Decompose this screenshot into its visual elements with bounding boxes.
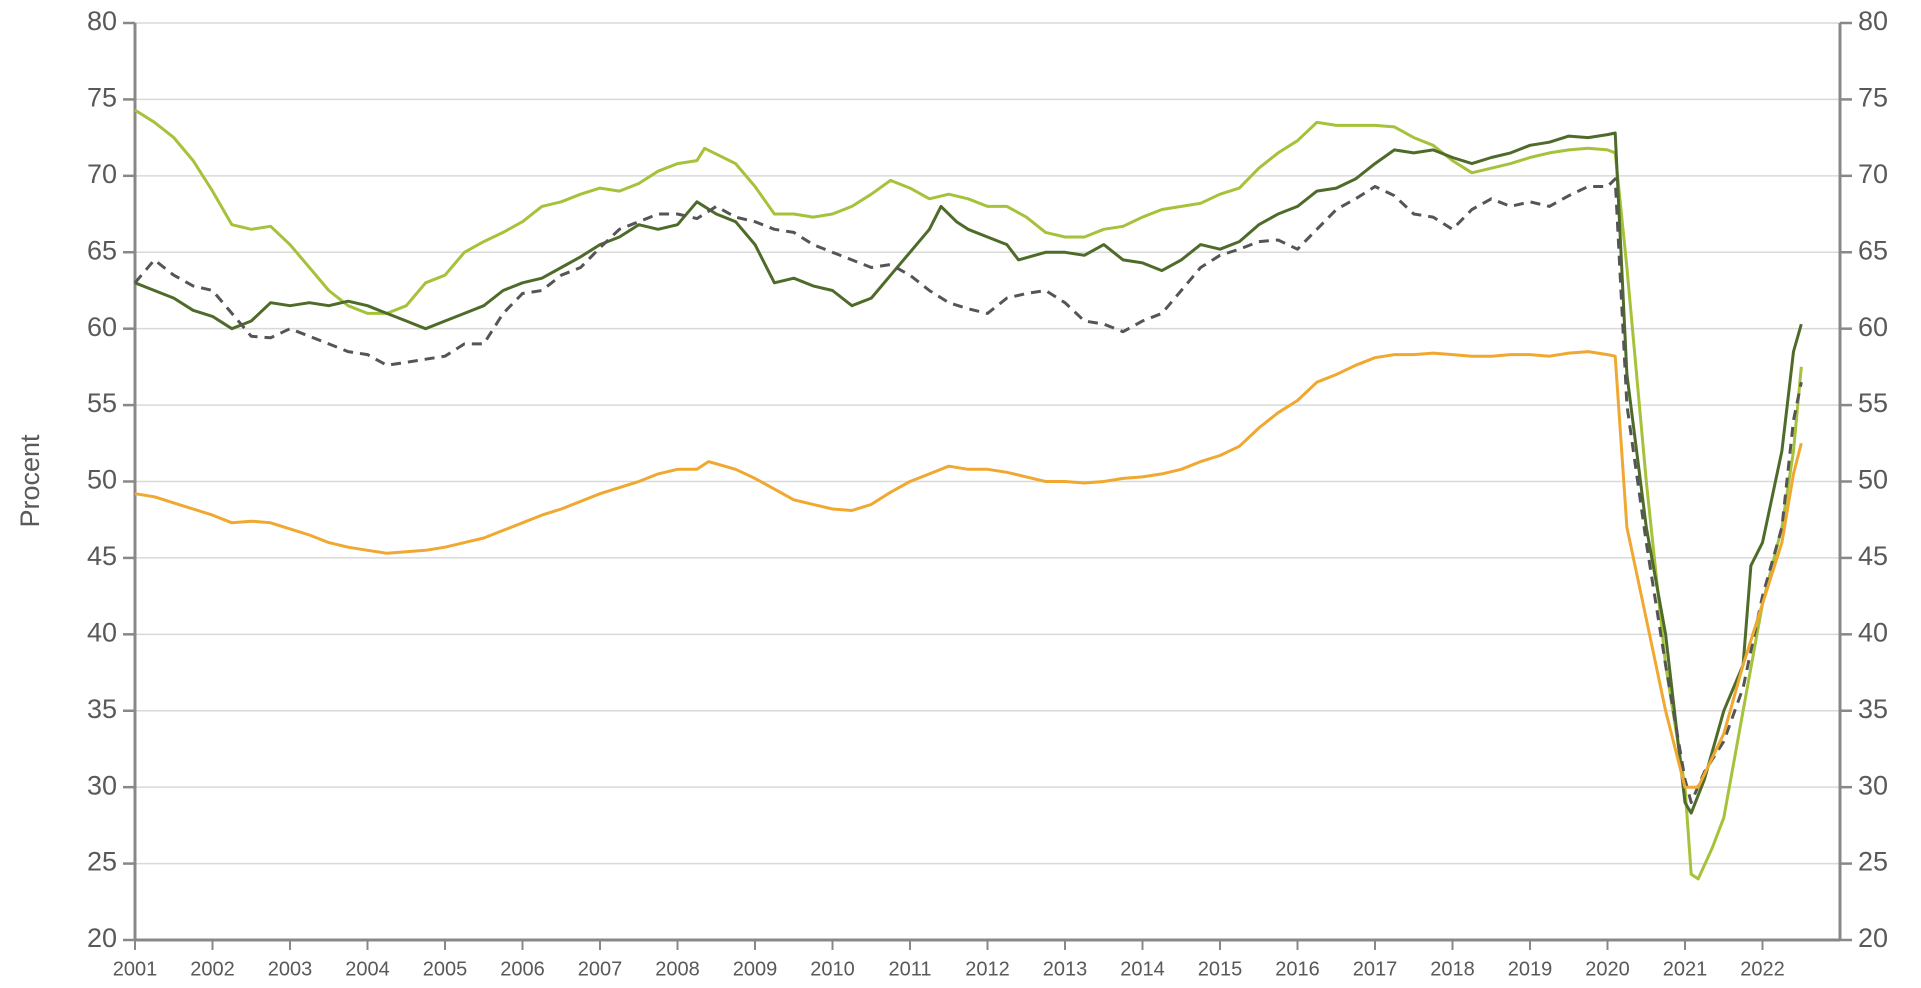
x-tick-label: 2019 (1508, 958, 1553, 980)
x-tick-label: 2009 (733, 958, 778, 980)
series-line (133, 177, 1803, 804)
x-tick-label: 2022 (1740, 958, 1785, 980)
x-tick-label: 2002 (190, 958, 235, 980)
y2-tick-label: 60 (1858, 312, 1888, 342)
y-tick-label: 60 (87, 312, 117, 342)
y2-tick-label: 80 (1858, 6, 1888, 36)
x-tick-label: 2004 (345, 958, 390, 980)
x-tick-label: 2020 (1585, 958, 1630, 980)
x-tick-label: 2010 (810, 958, 855, 980)
x-tick-label: 2003 (268, 958, 313, 980)
y-tick-label: 45 (87, 541, 117, 571)
y2-tick-label: 75 (1858, 83, 1888, 113)
y2-tick-label: 70 (1858, 159, 1888, 189)
y-tick-label: 35 (87, 694, 117, 724)
x-tick-label: 2018 (1430, 958, 1475, 980)
y2-tick-label: 50 (1858, 465, 1888, 495)
x-tick-label: 2008 (655, 958, 700, 980)
y2-tick-label: 35 (1858, 694, 1888, 724)
x-tick-label: 2016 (1275, 958, 1320, 980)
x-tick-label: 2015 (1198, 958, 1243, 980)
x-tick-label: 2021 (1663, 958, 1708, 980)
y-tick-label: 20 (87, 923, 117, 953)
x-tick-label: 2012 (965, 958, 1010, 980)
y-tick-label: 80 (87, 6, 117, 36)
series-line (134, 350, 1803, 789)
y2-tick-label: 45 (1858, 541, 1888, 571)
y-tick-label: 50 (87, 465, 117, 495)
y-tick-label: 30 (87, 770, 117, 800)
y2-tick-label: 20 (1858, 923, 1888, 953)
x-tick-label: 2011 (888, 958, 931, 980)
x-tick-label: 2005 (423, 958, 468, 980)
y-tick-label: 25 (87, 847, 117, 877)
y2-tick-label: 65 (1858, 235, 1888, 265)
x-tick-label: 2013 (1043, 958, 1088, 980)
y-axis-label: Procent (15, 434, 45, 528)
y2-tick-label: 25 (1858, 847, 1888, 877)
x-tick-label: 2001 (113, 958, 158, 980)
y2-tick-label: 30 (1858, 770, 1888, 800)
x-tick-label: 2014 (1120, 958, 1165, 980)
x-tick-label: 2006 (500, 958, 545, 980)
y-tick-label: 40 (87, 617, 117, 647)
y2-tick-label: 55 (1858, 388, 1888, 418)
series-line (134, 131, 1803, 815)
y-tick-label: 75 (87, 83, 117, 113)
x-tick-label: 2007 (578, 958, 623, 980)
y2-tick-label: 40 (1858, 617, 1888, 647)
y-tick-label: 70 (87, 159, 117, 189)
x-tick-label: 2017 (1353, 958, 1398, 980)
series-line (134, 108, 1803, 881)
y-tick-label: 55 (87, 388, 117, 418)
y-tick-label: 65 (87, 235, 117, 265)
